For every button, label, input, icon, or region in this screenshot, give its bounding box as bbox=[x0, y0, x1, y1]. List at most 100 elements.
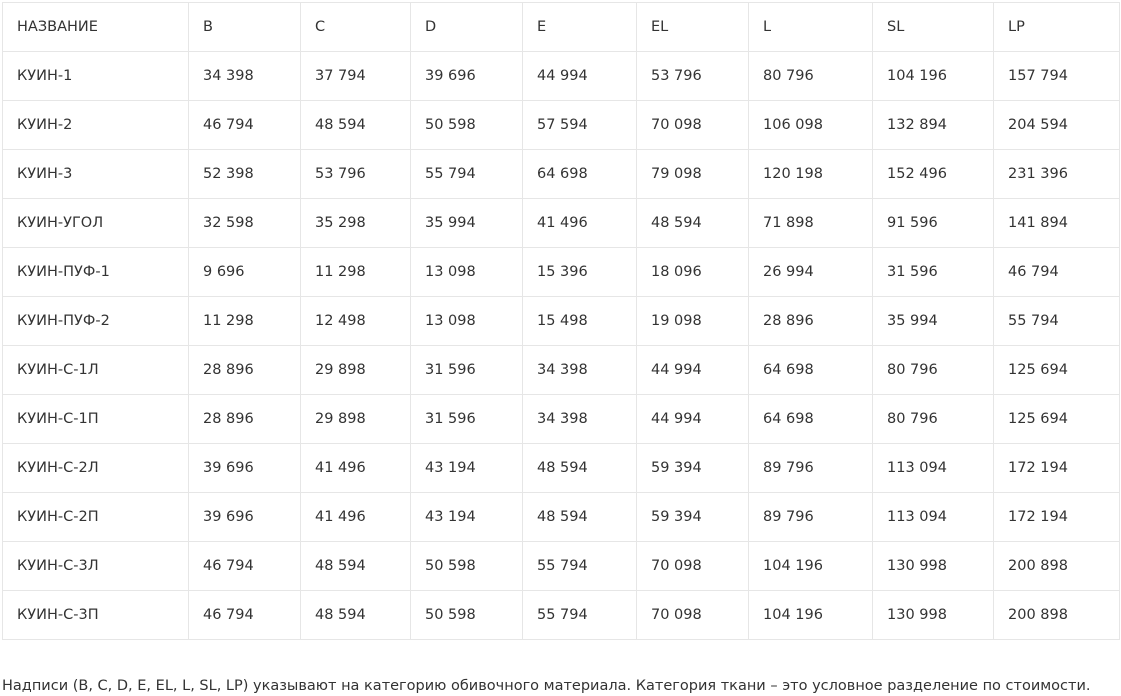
price-cell: 31 596 bbox=[410, 394, 523, 444]
price-cell: 43 194 bbox=[410, 492, 523, 542]
price-cell: 204 594 bbox=[993, 100, 1120, 150]
name-cell: КУИН-С-1Л bbox=[2, 345, 189, 395]
price-cell: 104 196 bbox=[748, 590, 873, 640]
price-cell: 141 894 bbox=[993, 198, 1120, 248]
price-cell: 64 698 bbox=[522, 149, 637, 199]
price-cell: 91 596 bbox=[872, 198, 994, 248]
header-row: НАЗВАНИЕ B C D E EL L SL LP bbox=[2, 2, 1120, 52]
header-cell: C bbox=[300, 2, 411, 52]
name-cell: КУИН-1 bbox=[2, 51, 189, 101]
price-cell: 64 698 bbox=[748, 345, 873, 395]
price-cell: 80 796 bbox=[748, 51, 873, 101]
price-cell: 89 796 bbox=[748, 443, 873, 493]
name-cell: КУИН-С-2П bbox=[2, 492, 189, 542]
name-cell: КУИН-ПУФ-2 bbox=[2, 296, 189, 346]
price-cell: 125 694 bbox=[993, 394, 1120, 444]
price-cell: 39 696 bbox=[188, 443, 301, 493]
name-cell: КУИН-С-1П bbox=[2, 394, 189, 444]
price-cell: 50 598 bbox=[410, 590, 523, 640]
price-cell: 59 394 bbox=[636, 443, 749, 493]
price-cell: 39 696 bbox=[410, 51, 523, 101]
price-cell: 57 594 bbox=[522, 100, 637, 150]
price-cell: 35 994 bbox=[410, 198, 523, 248]
table-row: КУИН-3 52 398 53 796 55 794 64 698 79 098 120 … bbox=[2, 149, 1120, 199]
header-cell: D bbox=[410, 2, 523, 52]
price-cell: 79 098 bbox=[636, 149, 749, 199]
header-cell: LP bbox=[993, 2, 1120, 52]
price-cell: 44 994 bbox=[522, 51, 637, 101]
price-cell: 41 496 bbox=[300, 443, 411, 493]
price-cell: 11 298 bbox=[188, 296, 301, 346]
price-cell: 89 796 bbox=[748, 492, 873, 542]
header-cell: E bbox=[522, 2, 637, 52]
table-row: КУИН-С-1П 28 896 29 898 31 596 34 398 44 994 6… bbox=[2, 394, 1120, 444]
price-cell: 59 394 bbox=[636, 492, 749, 542]
price-cell: 39 696 bbox=[188, 492, 301, 542]
price-cell: 55 794 bbox=[410, 149, 523, 199]
price-cell: 29 898 bbox=[300, 345, 411, 395]
price-cell: 44 994 bbox=[636, 394, 749, 444]
price-cell: 50 598 bbox=[410, 541, 523, 591]
price-cell: 35 994 bbox=[872, 296, 994, 346]
name-cell: КУИН-2 bbox=[2, 100, 189, 150]
name-cell: КУИН-3 bbox=[2, 149, 189, 199]
name-cell: КУИН-ПУФ-1 bbox=[2, 247, 189, 297]
header-cell: B bbox=[188, 2, 301, 52]
price-cell: 26 994 bbox=[748, 247, 873, 297]
price-cell: 200 898 bbox=[993, 590, 1120, 640]
price-cell: 125 694 bbox=[993, 345, 1120, 395]
price-cell: 12 498 bbox=[300, 296, 411, 346]
table-row: КУИН-ПУФ-2 11 298 12 498 13 098 15 498 19 098… bbox=[2, 296, 1120, 346]
price-cell: 11 298 bbox=[300, 247, 411, 297]
price-cell: 48 594 bbox=[636, 198, 749, 248]
price-cell: 19 098 bbox=[636, 296, 749, 346]
price-cell: 53 796 bbox=[300, 149, 411, 199]
price-cell: 104 196 bbox=[872, 51, 994, 101]
price-cell: 31 596 bbox=[872, 247, 994, 297]
price-cell: 28 896 bbox=[188, 345, 301, 395]
price-cell: 34 398 bbox=[522, 345, 637, 395]
price-cell: 41 496 bbox=[522, 198, 637, 248]
name-cell: КУИН-УГОЛ bbox=[2, 198, 189, 248]
footnote: Надписи (B, C, D, E, EL, L, SL, LP) указ… bbox=[2, 678, 1091, 694]
price-cell: 15 396 bbox=[522, 247, 637, 297]
table-row: КУИН-С-3Л 46 794 48 594 50 598 55 794 70 098 1… bbox=[2, 541, 1120, 591]
price-cell: 70 098 bbox=[636, 541, 749, 591]
price-cell: 152 496 bbox=[872, 149, 994, 199]
name-cell: КУИН-С-3Л bbox=[2, 541, 189, 591]
table-row: КУИН-ПУФ-1 9 696 11 298 13 098 15 396 18 096 2… bbox=[2, 247, 1120, 297]
table-row: КУИН-С-3П 46 794 48 594 50 598 55 794 70 098 1… bbox=[2, 590, 1120, 640]
price-cell: 55 794 bbox=[993, 296, 1120, 346]
price-cell: 231 396 bbox=[993, 149, 1120, 199]
price-cell: 34 398 bbox=[522, 394, 637, 444]
header-cell: SL bbox=[872, 2, 994, 52]
table-row: КУИН-С-1Л 28 896 29 898 31 596 34 398 44 994 6… bbox=[2, 345, 1120, 395]
price-cell: 80 796 bbox=[872, 345, 994, 395]
price-cell: 46 794 bbox=[188, 590, 301, 640]
price-cell: 46 794 bbox=[188, 541, 301, 591]
price-cell: 200 898 bbox=[993, 541, 1120, 591]
price-cell: 48 594 bbox=[522, 443, 637, 493]
price-cell: 48 594 bbox=[300, 590, 411, 640]
price-cell: 43 194 bbox=[410, 443, 523, 493]
price-cell: 41 496 bbox=[300, 492, 411, 542]
price-cell: 9 696 bbox=[188, 247, 301, 297]
price-cell: 48 594 bbox=[300, 541, 411, 591]
price-cell: 48 594 bbox=[522, 492, 637, 542]
price-cell: 29 898 bbox=[300, 394, 411, 444]
price-cell: 55 794 bbox=[522, 541, 637, 591]
price-cell: 48 594 bbox=[300, 100, 411, 150]
table-body: НАЗВАНИЕ B C D E EL L SL LP КУИН-1 34 398 37 794 39 … bbox=[2, 2, 1120, 640]
price-cell: 18 096 bbox=[636, 247, 749, 297]
header-cell: НАЗВАНИЕ bbox=[2, 2, 189, 52]
price-cell: 31 596 bbox=[410, 345, 523, 395]
table-row: КУИН-С-2П 39 696 41 496 43 194 48 594 59 394 8… bbox=[2, 492, 1120, 542]
price-cell: 113 094 bbox=[872, 443, 994, 493]
price-cell: 70 098 bbox=[636, 590, 749, 640]
price-cell: 37 794 bbox=[300, 51, 411, 101]
price-cell: 50 598 bbox=[410, 100, 523, 150]
price-table: НАЗВАНИЕ B C D E EL L SL LP КУИН-1 34 398 37 794 39 … bbox=[2, 2, 1120, 640]
header-cell: L bbox=[748, 2, 873, 52]
table-row: КУИН-С-2Л 39 696 41 496 43 194 48 594 59 394 8… bbox=[2, 443, 1120, 493]
